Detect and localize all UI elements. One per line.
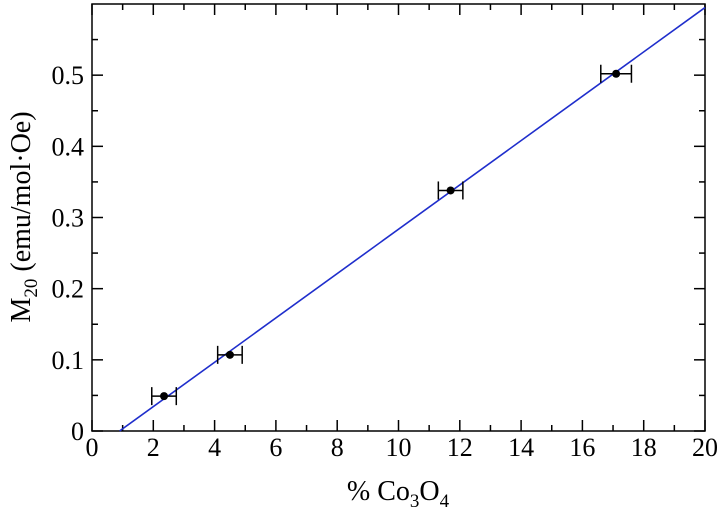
y-tick-labels: 0 0.1 0.2 0.3 0.4 0.5 (52, 61, 85, 446)
y-tick-label: 0.3 (52, 204, 85, 233)
x-tick-label: 0 (86, 433, 99, 462)
y-axis-title: M20 (emu/mol·Oe) (6, 111, 42, 322)
axis-ticks (91, 4, 706, 432)
x-tick-label: 4 (208, 433, 221, 462)
y-tick-label: 0.5 (52, 61, 85, 90)
x-axis-title-mid: O (419, 476, 439, 507)
data-point (160, 392, 169, 401)
x-tick-label: 10 (386, 433, 412, 462)
x-axis-title-sub1: 3 (410, 491, 420, 512)
y-tick-label: 0 (71, 417, 84, 446)
y-tick-label: 0.4 (52, 132, 85, 161)
x-tick-label: 12 (447, 433, 473, 462)
data-point (225, 350, 234, 359)
y-axis-title-suffix: (emu/mol·Oe) (6, 111, 37, 278)
x-axis-title-sub2: 4 (440, 491, 450, 512)
x-tick-label: 18 (631, 433, 657, 462)
x-tick-label: 20 (692, 433, 718, 462)
y-axis-title-prefix: M (6, 298, 37, 323)
x-axis-title: % Co3O4 (347, 476, 450, 512)
data-point (612, 69, 621, 78)
data-marks (119, 6, 706, 432)
x-tick-labels: 0 2 4 6 8 10 12 14 16 18 20 (86, 433, 719, 462)
data-point (446, 186, 455, 195)
y-tick-label: 0.1 (52, 346, 85, 375)
x-tick-label: 6 (269, 433, 282, 462)
x-tick-label: 14 (508, 433, 534, 462)
x-tick-label: 2 (147, 433, 160, 462)
x-tick-label: 8 (331, 433, 344, 462)
y-tick-label: 0.2 (52, 275, 85, 304)
x-axis-title-prefix: % Co (347, 476, 410, 507)
y-axis-title-sub: 20 (21, 279, 42, 298)
plot-frame (91, 3, 706, 432)
x-tick-label: 16 (569, 433, 595, 462)
